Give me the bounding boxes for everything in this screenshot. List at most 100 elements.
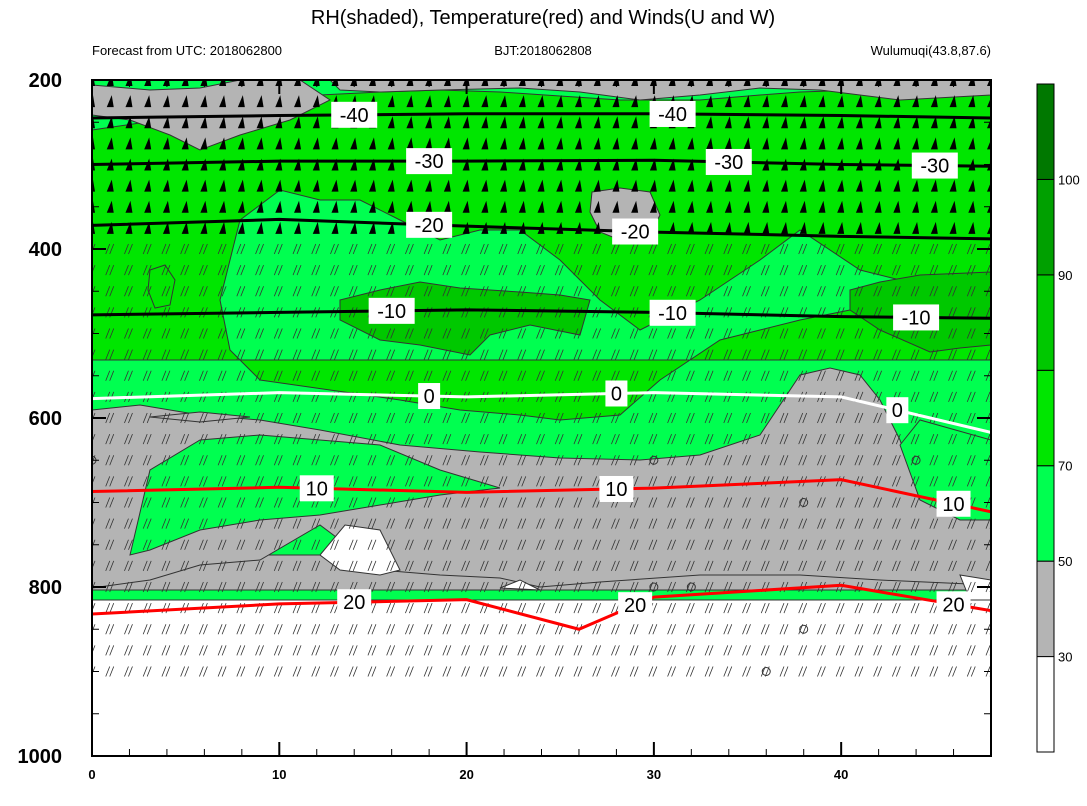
wind-barb xyxy=(330,433,339,445)
wind-barb xyxy=(461,286,470,297)
wind-barb xyxy=(311,602,321,614)
wind-barb-flag xyxy=(144,95,152,108)
wind-barb xyxy=(124,645,133,656)
wind-barb xyxy=(461,370,470,381)
wind-barb-flag xyxy=(462,179,470,192)
wind-barb xyxy=(835,539,845,550)
wind-barb xyxy=(779,286,789,297)
wind-barb-flag xyxy=(237,221,245,234)
wind-barb xyxy=(873,370,882,381)
wind-barb-flag xyxy=(837,200,845,213)
wind-barb xyxy=(536,349,545,360)
wind-barb-flag xyxy=(294,221,302,234)
wind-barb xyxy=(405,455,414,466)
wind-barb xyxy=(854,328,864,339)
wind-barb xyxy=(367,286,377,297)
wind-barb xyxy=(161,560,171,572)
wind-barb-flag xyxy=(612,116,620,129)
isotherm-label-box xyxy=(599,475,634,502)
wind-barb xyxy=(873,455,882,466)
wind-barb xyxy=(948,433,957,445)
wind-barb-flag xyxy=(181,200,189,213)
wind-barb xyxy=(891,602,901,614)
wind-barb xyxy=(685,328,695,339)
wind-barb xyxy=(573,560,583,572)
wind-barb xyxy=(236,433,246,445)
wind-barb xyxy=(180,412,190,424)
wind-barb xyxy=(255,666,264,677)
wind-barb-flag xyxy=(687,200,695,213)
wind-barb xyxy=(667,560,676,572)
wind-barb xyxy=(760,624,770,635)
wind-barb xyxy=(348,433,358,445)
wind-barb xyxy=(648,328,658,339)
wind-barb xyxy=(648,497,658,508)
wind-barb xyxy=(760,539,770,550)
wind-barb xyxy=(105,602,115,614)
wind-barb xyxy=(124,264,133,276)
wind-barb xyxy=(723,307,733,318)
wind-barb-flag xyxy=(237,95,245,108)
wind-barb xyxy=(554,539,564,550)
wind-barb xyxy=(554,581,564,593)
wind-barb xyxy=(292,328,302,339)
isotherm-label-box xyxy=(331,101,378,128)
wind-barb xyxy=(910,391,920,403)
wind-barb-flag xyxy=(949,137,957,150)
wind-barb-flag xyxy=(574,137,582,150)
wind-barb xyxy=(948,307,957,318)
wind-barb xyxy=(311,624,321,635)
wind-barb xyxy=(105,433,115,445)
wind-barb xyxy=(367,518,377,529)
wind-barb xyxy=(554,370,564,381)
wind-barb xyxy=(405,328,414,339)
wind-barb xyxy=(611,455,620,466)
wind-barb xyxy=(648,476,658,487)
wind-barb xyxy=(779,455,789,466)
wind-barb xyxy=(236,328,246,339)
wind-barb-flag xyxy=(275,179,283,192)
wind-barb-flag xyxy=(949,200,957,213)
wind-barb-flag xyxy=(706,95,714,108)
wind-barb xyxy=(330,455,339,466)
wind-barb-flag xyxy=(125,116,133,129)
wind-barb xyxy=(273,666,283,677)
wind-barb xyxy=(817,264,826,276)
isotherm-label-box xyxy=(368,297,415,324)
wind-barb xyxy=(573,518,583,529)
wind-barb xyxy=(704,645,714,656)
x-tick-label: 40 xyxy=(834,767,848,782)
wind-barb xyxy=(498,243,508,255)
wind-barb xyxy=(273,497,283,508)
wind-barb-flag xyxy=(556,116,564,129)
wind-barb xyxy=(554,518,564,529)
wind-barb xyxy=(517,455,527,466)
wind-barb-flag xyxy=(256,80,264,86)
wind-barb xyxy=(873,286,882,297)
calm-wind-marker xyxy=(649,455,659,465)
wind-barb xyxy=(273,455,283,466)
wind-barb xyxy=(742,560,751,572)
wind-barb xyxy=(255,264,264,276)
wind-barb-flag xyxy=(855,200,863,213)
wind-barb-flag xyxy=(106,95,114,108)
wind-barb xyxy=(704,328,714,339)
wind-barb-flag xyxy=(387,116,395,129)
wind-barb-flag xyxy=(780,95,788,108)
wind-barb xyxy=(685,560,695,572)
wind-barb xyxy=(423,602,433,614)
wind-barb xyxy=(105,518,115,529)
wind-barb xyxy=(105,666,115,677)
wind-barb xyxy=(817,455,826,466)
wind-barb xyxy=(405,581,414,593)
wind-barb-flag xyxy=(799,80,807,86)
wind-barb-flag xyxy=(818,137,826,150)
wind-barb xyxy=(685,264,695,276)
wind-barb-flag xyxy=(855,137,863,150)
wind-barb xyxy=(124,412,133,424)
wind-barb xyxy=(124,370,133,381)
wind-barb xyxy=(742,328,751,339)
wind-barb xyxy=(760,370,770,381)
wind-barb xyxy=(423,349,433,360)
wind-barb-flag xyxy=(106,137,114,150)
